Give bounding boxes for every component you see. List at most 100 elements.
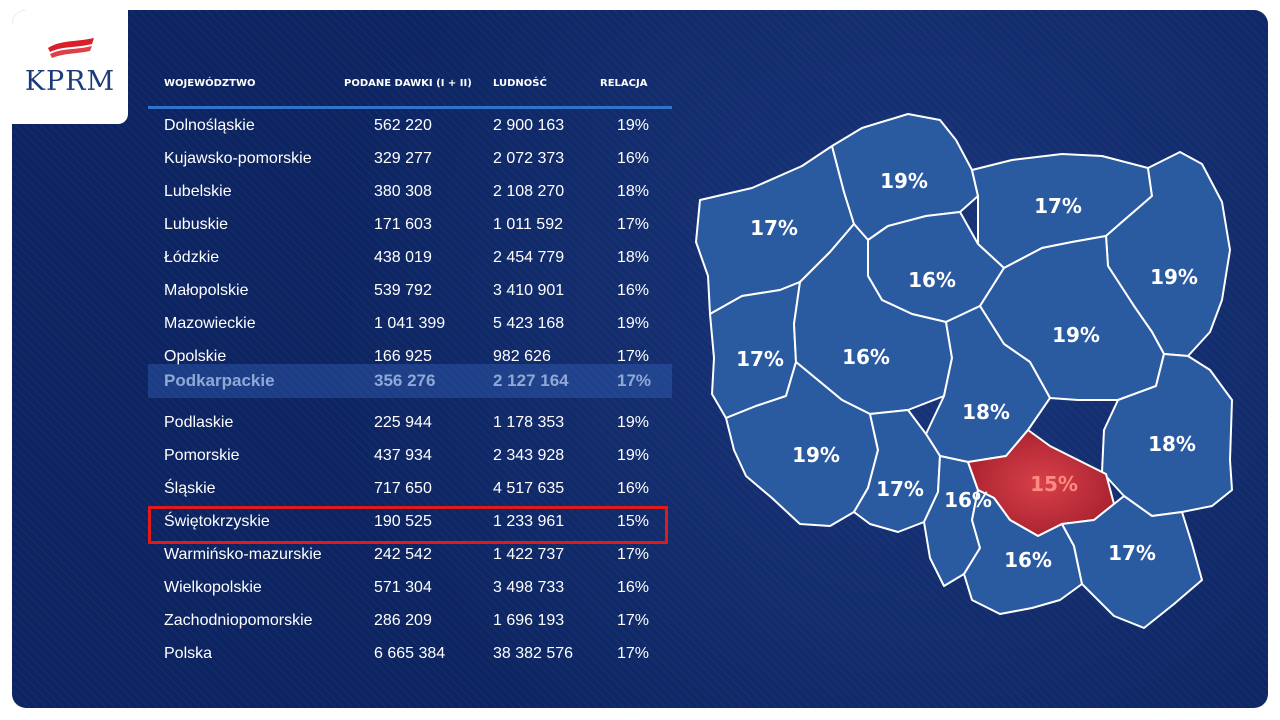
cell-ratio: 16%: [617, 480, 650, 497]
label-wielkopolskie: 16%: [842, 345, 890, 369]
cell-doses: 190 525: [374, 513, 432, 530]
cell-doses: 571 304: [374, 579, 432, 596]
label-pomorskie: 19%: [880, 169, 928, 193]
label-lubuskie: 17%: [736, 347, 784, 371]
cell-ratio: 17%: [617, 612, 650, 629]
table-row-highlighted: Podkarpackie 356 276 2 127 164 17%: [148, 364, 672, 398]
cell-population: 4 517 635: [493, 480, 565, 497]
cell-ratio: 18%: [617, 183, 650, 200]
table-row: Wielkopolskie 571 304 3 498 733 16%: [148, 572, 672, 605]
cell-doses: 539 792: [374, 282, 432, 299]
table-row: Warmińsko-mazurskie 242 542 1 422 737 17…: [148, 539, 672, 572]
cell-region: Dolnośląskie: [164, 117, 255, 134]
poland-map: 17% 19% 17% 19% 16% 19% 17% 16% 18% 18% …: [695, 113, 1233, 629]
cell-ratio: 16%: [617, 579, 650, 596]
cell-ratio: 17%: [617, 371, 652, 390]
header-doses: PODANE DAWKI (I + II): [344, 78, 472, 89]
cell-population: 1 178 353: [493, 414, 565, 431]
cell-region: Polska: [164, 645, 213, 662]
table-row: Dolnośląskie 562 220 2 900 163 19%: [148, 110, 672, 143]
label-swietokrzyskie: 15%: [1030, 472, 1078, 496]
label-kujawsko: 16%: [908, 268, 956, 292]
cell-region: Lubelskie: [164, 183, 232, 200]
table-row: Śląskie 717 650 4 517 635 16%: [148, 473, 672, 506]
cell-ratio: 19%: [617, 414, 650, 431]
cell-population: 2 108 270: [493, 183, 565, 200]
table-row: Mazowieckie 1 041 399 5 423 168 19%: [148, 308, 672, 341]
table-row-total: Polska 6 665 384 38 382 576 17%: [148, 638, 672, 671]
cell-region: Łódzkie: [164, 249, 220, 266]
cell-ratio: 16%: [617, 150, 650, 167]
cell-population: 2 454 779: [493, 249, 565, 266]
cell-population: 3 410 901: [493, 282, 565, 299]
label-lodzkie: 18%: [962, 400, 1010, 424]
label-malopolskie: 16%: [1004, 548, 1052, 572]
cell-population: 2 072 373: [493, 150, 565, 167]
cell-region: Warmińsko-mazurskie: [164, 546, 322, 563]
cell-region: Małopolskie: [164, 282, 249, 299]
cell-region: Podkarpackie: [164, 371, 275, 390]
cell-region: Lubuskie: [164, 216, 229, 233]
cell-population: 2 900 163: [493, 117, 565, 134]
cell-region: Świętokrzyskie: [164, 513, 270, 530]
cell-population: 1 233 961: [493, 513, 565, 530]
table-row: Pomorskie 437 934 2 343 928 19%: [148, 440, 672, 473]
infographic-panel: KPRM WOJEWÓDZTWO PODANE DAWKI (I + II) L…: [12, 10, 1268, 708]
cell-ratio: 19%: [617, 447, 650, 464]
label-dolnoslaskie: 19%: [792, 443, 840, 467]
cell-region: Zachodniopomorskie: [164, 612, 313, 629]
cell-ratio: 17%: [617, 645, 650, 662]
table-row: Podlaskie 225 944 1 178 353 19%: [148, 407, 672, 440]
cell-doses: 356 276: [374, 371, 436, 390]
cell-doses: 225 944: [374, 414, 432, 431]
vaccination-table: WOJEWÓDZTWO PODANE DAWKI (I + II) LUDNOŚ…: [148, 10, 672, 708]
cell-region: Opolskie: [164, 348, 227, 365]
label-podkarpackie: 17%: [1108, 541, 1156, 565]
table-row: Lubuskie 171 603 1 011 592 17%: [148, 209, 672, 242]
header-population: LUDNOŚĆ: [493, 78, 547, 89]
header-region: WOJEWÓDZTWO: [164, 78, 256, 89]
cell-doses: 286 209: [374, 612, 432, 629]
cell-ratio: 17%: [617, 216, 650, 233]
cell-population: 38 382 576: [493, 645, 574, 662]
label-opolskie: 17%: [876, 477, 924, 501]
cell-population: 1 011 592: [493, 216, 563, 233]
cell-ratio: 19%: [617, 315, 650, 332]
region-podkarpackie: [1061, 495, 1203, 629]
cell-ratio: 15%: [617, 513, 650, 530]
table-row: Małopolskie 539 792 3 410 901 16%: [148, 275, 672, 308]
cell-region: Podlaskie: [164, 414, 234, 431]
cell-ratio: 17%: [617, 546, 650, 563]
cell-doses: 437 934: [374, 447, 432, 464]
table-row: Lubelskie 380 308 2 108 270 18%: [148, 176, 672, 209]
label-zachodniopomorskie: 17%: [750, 216, 798, 240]
cell-population: 1 696 193: [493, 612, 565, 629]
cell-region: Wielkopolskie: [164, 579, 262, 596]
flag-icon: [48, 38, 94, 58]
kprm-logo: KPRM: [12, 10, 128, 124]
label-slaskie: 16%: [944, 488, 992, 512]
label-podlaskie: 19%: [1150, 265, 1198, 289]
cell-population: 982 626: [493, 348, 551, 365]
cell-doses: 242 542: [374, 546, 432, 563]
label-lubelskie: 18%: [1148, 432, 1196, 456]
region-malopolskie: [963, 489, 1083, 615]
table-row: Zachodniopomorskie 286 209 1 696 193 17%: [148, 605, 672, 638]
cell-region: Śląskie: [164, 480, 216, 497]
cell-population: 2 343 928: [493, 447, 565, 464]
cell-doses: 1 041 399: [374, 315, 446, 332]
cell-doses: 166 925: [374, 348, 432, 365]
cell-population: 3 498 733: [493, 579, 565, 596]
cell-population: 2 127 164: [493, 371, 569, 390]
cell-ratio: 19%: [617, 117, 650, 134]
header-ratio: RELACJA: [600, 78, 648, 89]
table-row: Opolskie 166 925 982 626 17%: [148, 341, 672, 374]
cell-region: Pomorskie: [164, 447, 240, 464]
cell-population: 5 423 168: [493, 315, 565, 332]
cell-doses: 380 308: [374, 183, 432, 200]
cell-doses: 438 019: [374, 249, 432, 266]
cell-region: Mazowieckie: [164, 315, 256, 332]
label-warminsko: 17%: [1034, 194, 1082, 218]
cell-ratio: 17%: [617, 348, 650, 365]
highlight-box: [148, 506, 668, 544]
